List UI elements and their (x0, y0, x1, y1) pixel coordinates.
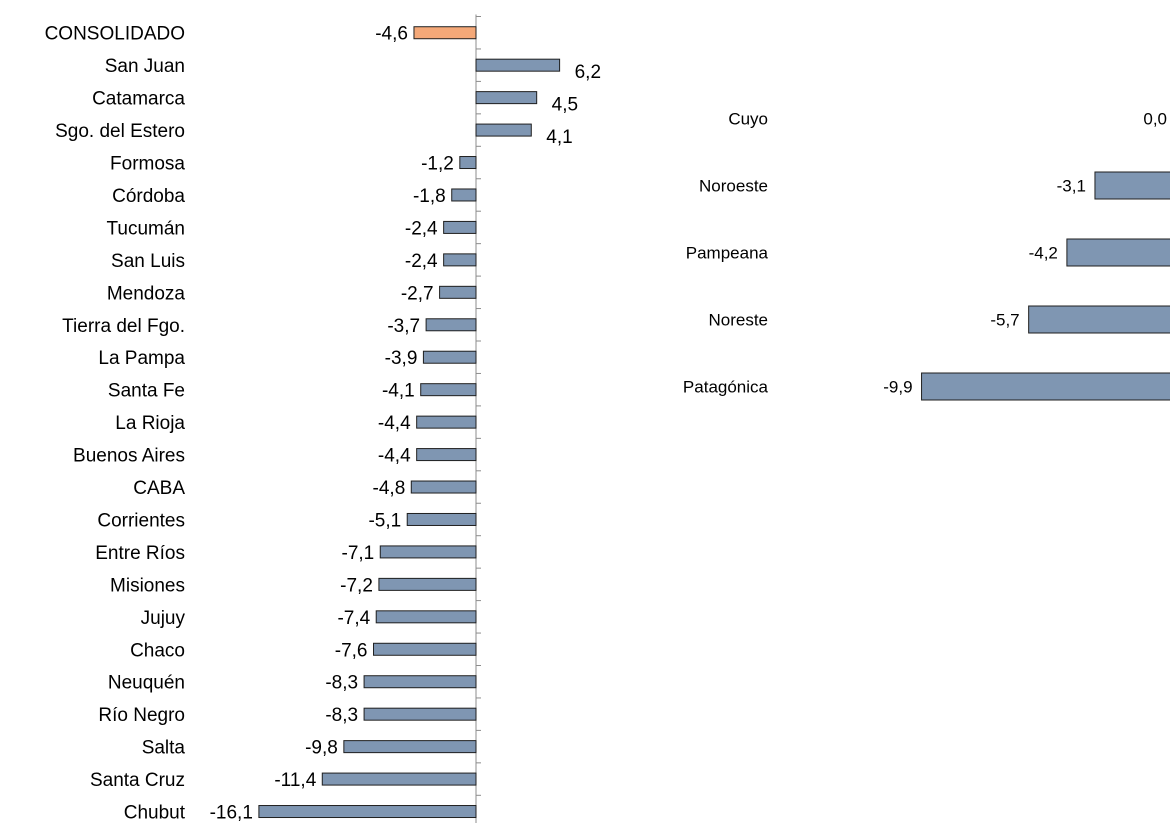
category-label-buenos-aires: Buenos Aires (73, 446, 185, 467)
bar-pampeana (1066, 238, 1170, 267)
value-label-catamarca: 4,5 (552, 95, 578, 116)
category-label-corrientes: Corrientes (97, 510, 185, 531)
value-label-cordoba: -1,8 (413, 186, 446, 207)
value-label-cuyo: 0,0 (1143, 110, 1167, 129)
category-label-noroeste: Noroeste (699, 177, 768, 196)
bar-tierra-del-fgo (425, 318, 477, 332)
bar-santa-cruz (321, 772, 477, 786)
bar-caba (410, 480, 477, 494)
bar-la-pampa (422, 350, 477, 364)
category-label-salta: Salta (142, 738, 186, 759)
category-label-mendoza: Mendoza (107, 283, 186, 304)
category-label-san-juan: San Juan (105, 56, 185, 77)
provinces-bar-chart: CONSOLIDADO -4,6 San Juan 6,2 Catamarca 4,5 Sg… (45, 14, 601, 823)
category-label-neuquen: Neuquén (108, 673, 185, 694)
bar-consolidado (413, 26, 477, 40)
category-label-la-rioja: La Rioja (115, 413, 185, 434)
bar-sgo-del-estero (475, 123, 532, 137)
category-label-caba: CABA (133, 478, 185, 499)
category-label-chaco: Chaco (130, 640, 185, 661)
value-label-rio-negro: -8,3 (325, 705, 358, 726)
bar-san-juan (475, 58, 561, 72)
category-label-cordoba: Córdoba (112, 186, 185, 207)
bar-patagonica (921, 372, 1170, 401)
category-label-santa-cruz: Santa Cruz (90, 770, 185, 791)
category-label-santa-fe: Santa Fe (108, 381, 185, 402)
value-label-noroeste: -3,1 (1057, 177, 1086, 196)
bar-catamarca (475, 91, 538, 105)
category-label-la-pampa: La Pampa (98, 348, 185, 369)
bar-la-rioja (416, 415, 477, 429)
value-label-corrientes: -5,1 (368, 510, 401, 531)
value-label-pampeana: -4,2 (1029, 244, 1058, 263)
value-label-sgo-del-estero: 4,1 (546, 127, 572, 148)
value-label-patagonica: -9,9 (883, 378, 912, 397)
value-label-formosa: -1,2 (421, 154, 454, 175)
category-label-noreste: Noreste (708, 311, 768, 330)
category-label-entre-rios: Entre Ríos (95, 543, 185, 564)
category-label-san-luis: San Luis (111, 251, 185, 272)
value-label-mendoza: -2,7 (401, 283, 434, 304)
value-label-neuquen: -8,3 (325, 673, 358, 694)
bar-salta (343, 740, 477, 754)
category-label-sgo-del-estero: Sgo. del Estero (55, 121, 185, 142)
value-label-noreste: -5,7 (990, 311, 1019, 330)
value-label-tucuman: -2,4 (405, 218, 438, 239)
bar-formosa (459, 156, 477, 170)
bar-neuquen (363, 675, 477, 689)
category-label-consolidado: CONSOLIDADO (45, 24, 185, 45)
value-label-chaco: -7,6 (335, 640, 368, 661)
value-label-caba: -4,8 (373, 478, 406, 499)
category-label-rio-negro: Río Negro (98, 705, 185, 726)
bar-entre-rios (379, 545, 477, 559)
value-label-tierra-del-fgo: -3,7 (387, 316, 420, 337)
bar-san-luis (443, 253, 477, 267)
bar-noroeste (1094, 171, 1170, 200)
category-label-misiones: Misiones (110, 575, 185, 596)
value-label-entre-rios: -7,1 (342, 543, 375, 564)
value-label-chubut: -16,1 (210, 803, 253, 823)
bar-chubut (258, 805, 477, 819)
bar-jujuy (375, 610, 477, 624)
category-label-jujuy: Jujuy (141, 608, 186, 629)
bar-mendoza (439, 285, 477, 299)
value-label-san-juan: 6,2 (575, 62, 601, 83)
value-label-la-rioja: -4,4 (378, 413, 411, 434)
bar-misiones (378, 577, 477, 591)
value-label-santa-fe: -4,1 (382, 381, 415, 402)
bar-cordoba (451, 188, 477, 202)
bar-tucuman (443, 220, 477, 234)
value-label-salta: -9,8 (305, 738, 338, 759)
regions-bar-chart: Cuyo 0,0 Noroeste -3,1 Pampeana -4,2 Noreste -5… (683, 110, 1170, 401)
category-label-cuyo: Cuyo (728, 110, 768, 129)
category-label-tucuman: Tucumán (107, 218, 186, 239)
value-label-misiones: -7,2 (340, 575, 373, 596)
category-label-chubut: Chubut (124, 803, 186, 823)
value-label-buenos-aires: -4,4 (378, 446, 411, 467)
bar-buenos-aires (416, 448, 477, 462)
value-label-santa-cruz: -11,4 (274, 770, 316, 791)
category-label-formosa: Formosa (110, 154, 185, 175)
bar-chaco (373, 642, 477, 656)
category-label-tierra-del-fgo: Tierra del Fgo. (62, 316, 185, 337)
value-label-jujuy: -7,4 (337, 608, 370, 629)
category-label-catamarca: Catamarca (92, 89, 185, 110)
value-label-la-pampa: -3,9 (385, 348, 418, 369)
bar-rio-negro (363, 707, 477, 721)
category-label-pampeana: Pampeana (686, 244, 769, 263)
value-label-consolidado: -4,6 (375, 24, 408, 45)
bar-santa-fe (420, 383, 477, 397)
bar-noreste (1028, 305, 1170, 334)
bar-corrientes (406, 512, 477, 526)
value-label-san-luis: -2,4 (405, 251, 438, 272)
category-label-patagonica: Patagónica (683, 378, 769, 397)
